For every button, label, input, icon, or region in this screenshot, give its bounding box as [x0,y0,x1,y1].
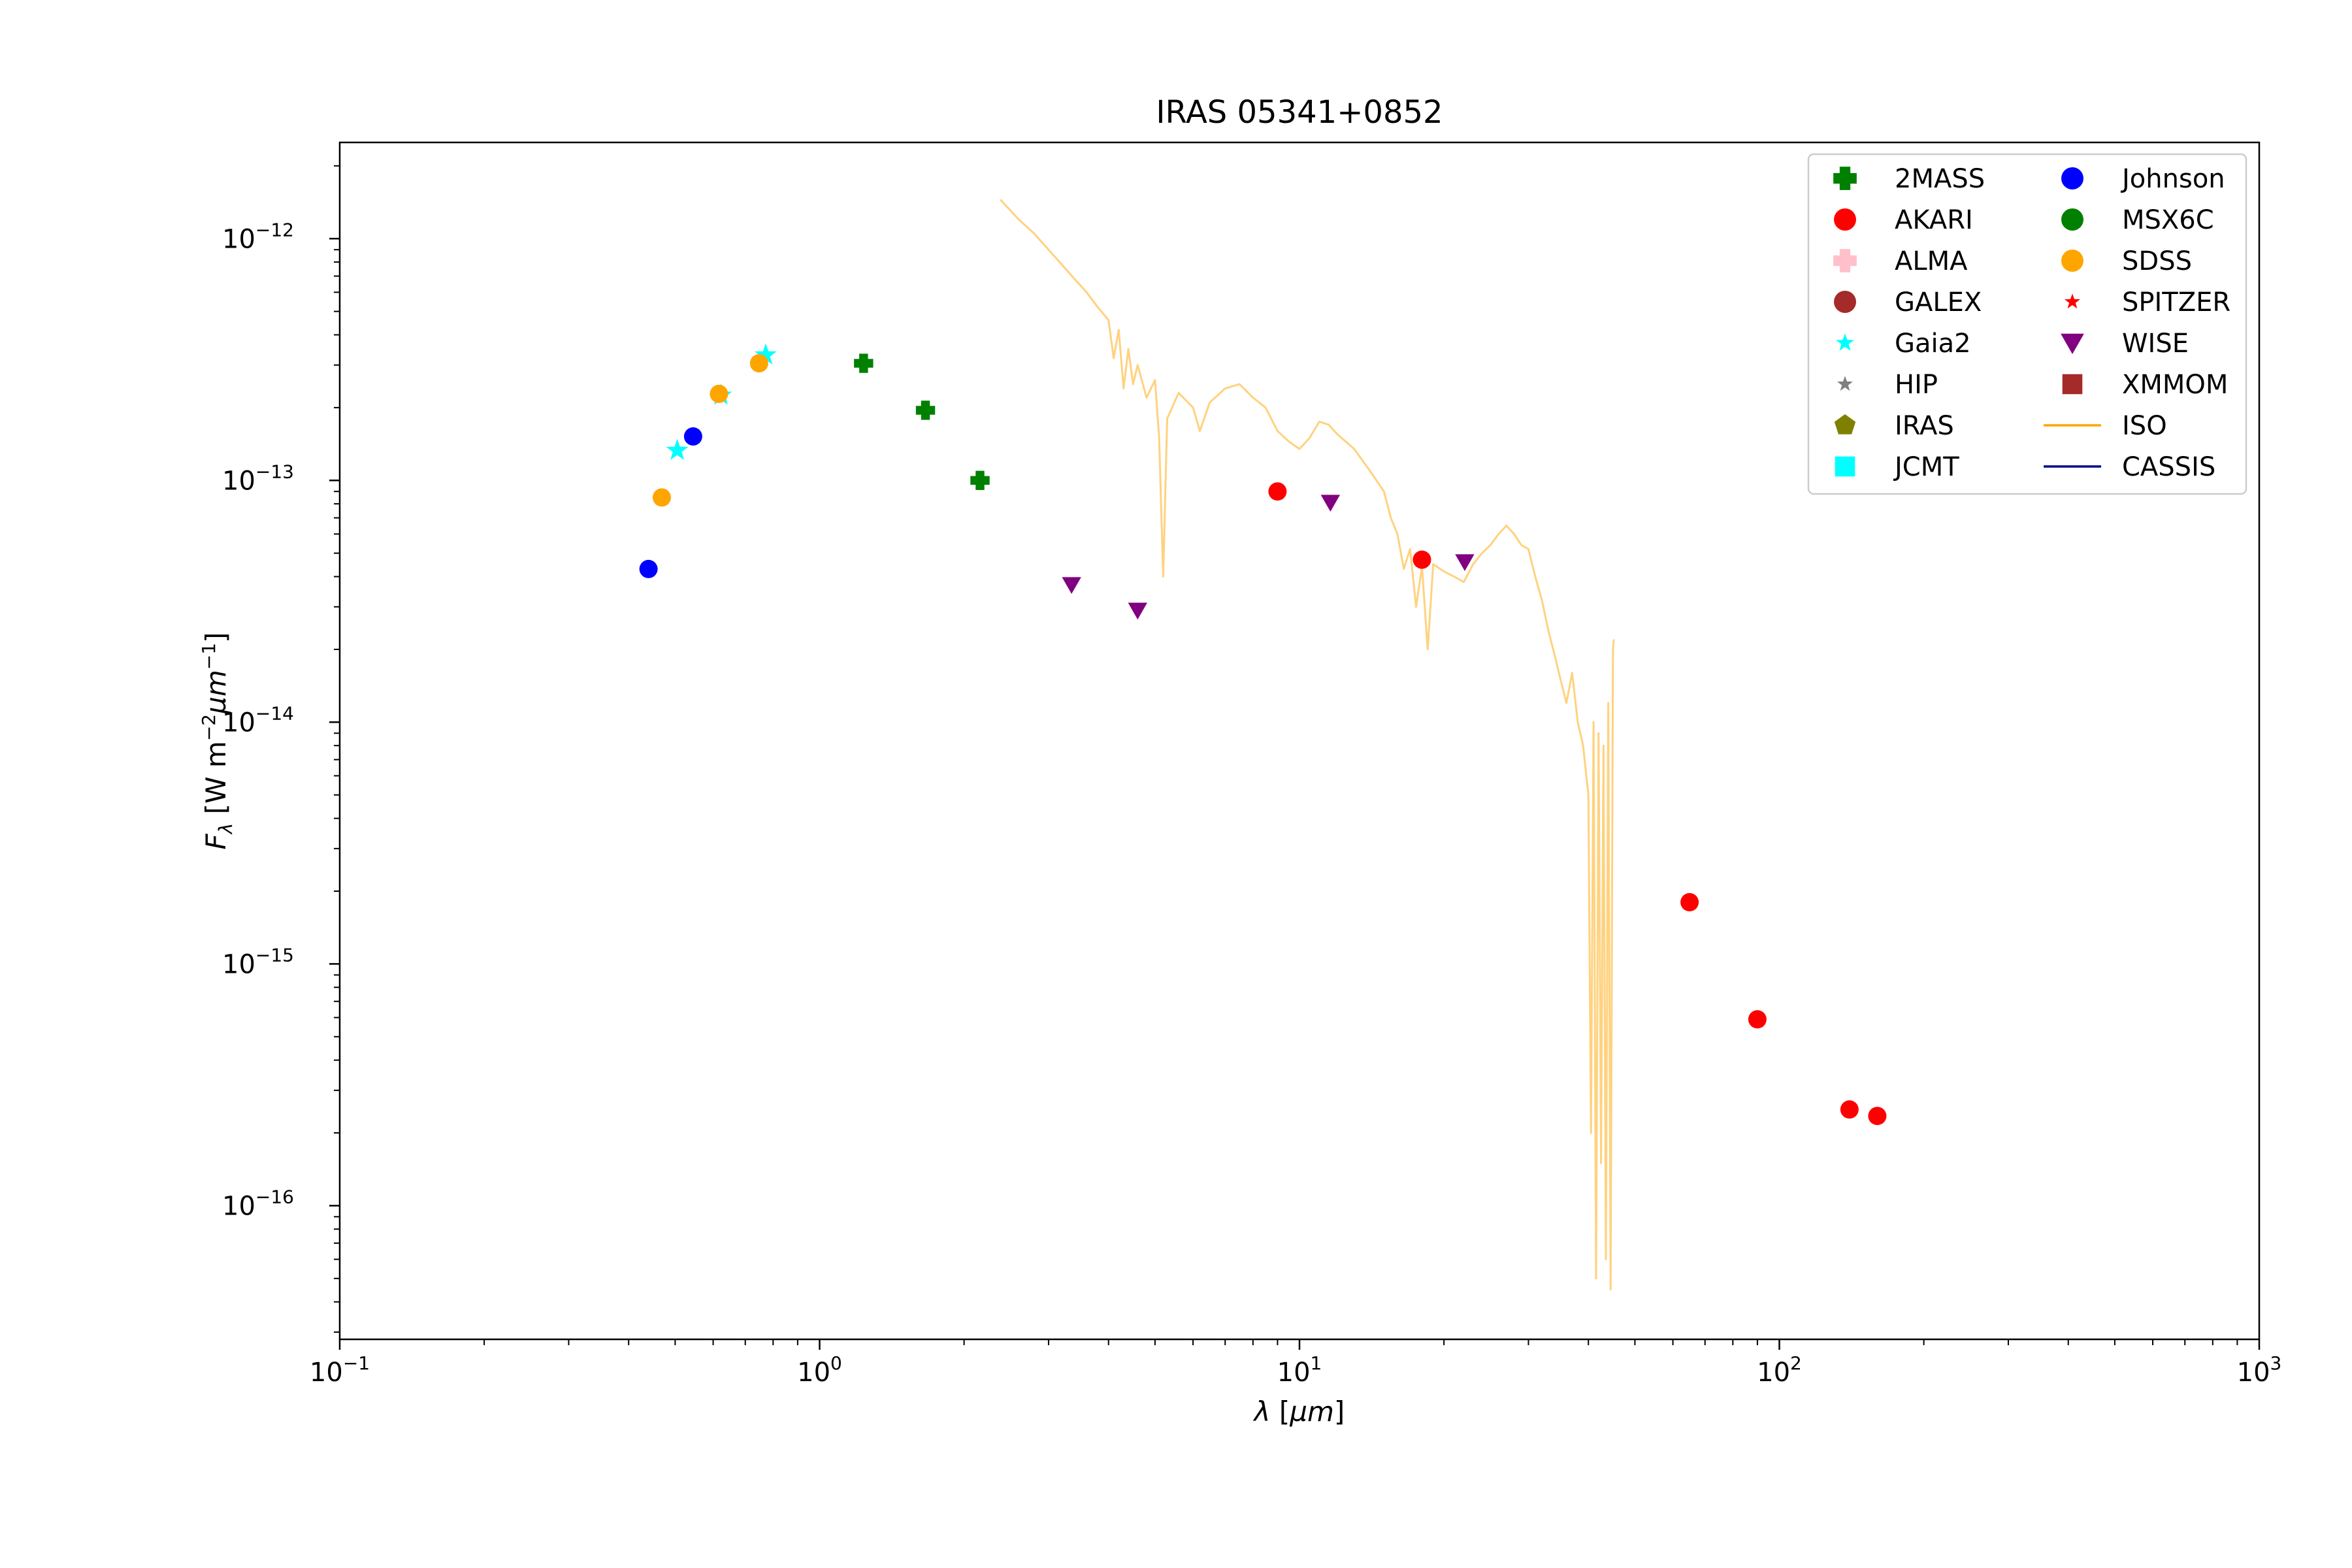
data-point-johnson [683,427,702,446]
legend-item-akari: AKARI [1834,205,1973,235]
series-sdss [652,354,768,507]
x-axis: 10−1 100 101 102 103 [310,1339,2281,1388]
legend-label-2mass: 2MASS [1895,164,1985,194]
data-point-akari [1868,1107,1887,1126]
legend-item-wise: WISE [2061,329,2189,359]
legend-marker-sdss [2061,250,2083,272]
y-axis: 10−12 10−13 10−14 10−15 10−16 [222,165,340,1333]
legend-label-sdss: SDSS [2122,246,2192,276]
legend-item-iso: ISO [2044,411,2167,441]
y-tick-label: 10−12 [222,219,294,254]
legend-item-cassis: CASSIS [2044,452,2215,482]
data-point-akari [1268,482,1287,501]
legend-box [1807,153,2247,495]
data-point-akari [1748,1010,1767,1029]
series-akari [1268,482,1887,1126]
legend-item-gaia2: Gaia2 [1836,329,1971,359]
legend-item-johnson: Johnson [2061,164,2225,194]
y-tick-label: 10−15 [222,944,294,979]
y-tick-label: 10−13 [222,461,294,496]
legend-label-galex: GALEX [1895,287,1982,318]
legend-label-xmmom: XMMOM [2122,370,2228,400]
legend-label-iras: IRAS [1895,411,1954,441]
legend-marker-iras [1834,414,1856,434]
x-tick-label: 103 [2237,1352,2282,1388]
legend-marker-alma [1833,249,1857,272]
series-wise [1062,495,1475,620]
data-point-akari [1680,892,1699,911]
legend-item-iras: IRAS [1834,411,1954,441]
legend-marker-wise [2061,333,2084,354]
x-tick-label: 100 [797,1352,842,1388]
legend-label-iso: ISO [2122,411,2167,441]
legend-marker-johnson [2061,167,2083,189]
legend-marker-galex [1834,291,1856,313]
legend-marker-akari [1834,208,1856,231]
data-point-johnson [639,559,658,578]
data-point-sdss [749,354,768,373]
legend-label-jcmt: JCMT [1893,452,1959,482]
x-tick-label: 10−1 [310,1352,370,1388]
y-tick-label: 10−16 [222,1186,294,1221]
y-tick-label: 10−14 [222,702,294,738]
data-point-2mass [970,470,990,490]
data-markers [639,343,1887,1126]
data-point-2mass [915,400,936,420]
legend-label-spitzer: SPITZER [2122,287,2230,318]
legend-label-msx6c: MSX6C [2122,205,2214,235]
iso-spectrum-line [999,199,1615,1291]
legend-label-wise: WISE [2122,329,2189,359]
legend-item-msx6c: MSX6C [2061,205,2214,235]
legend: 2MASS AKARI ALMA GALEX Gaia2 HIP IRAS JCMT Johns… [1807,153,2247,495]
legend-marker-spitzer [2065,293,2080,309]
iso-spectrum-layer [999,199,1615,1291]
data-point-wise [1455,554,1475,572]
data-point-sdss [710,384,728,403]
series-2mass [854,353,990,490]
legend-item-2mass: 2MASS [1833,164,1985,194]
y-axis-label: Fλ [W m−2μm−1] [198,632,237,850]
legend-label-alma: ALMA [1895,246,1968,276]
legend-item-alma: ALMA [1833,246,1968,276]
legend-label-johnson: Johnson [2120,164,2225,194]
legend-marker-jcmt [1835,456,1855,477]
legend-item-spitzer: SPITZER [2065,287,2230,318]
legend-marker-2mass [1833,167,1857,190]
legend-item-jcmt: JCMT [1835,452,1959,482]
legend-label-gaia2: Gaia2 [1895,329,1971,359]
series-johnson [639,427,702,578]
legend-marker-xmmom [2062,374,2083,395]
data-point-wise [1062,577,1081,595]
legend-label-cassis: CASSIS [2122,452,2215,482]
legend-marker-gaia2 [1836,333,1854,351]
legend-marker-msx6c [2061,208,2083,231]
data-point-gaia2 [666,438,689,460]
x-tick-label: 102 [1757,1352,1802,1388]
x-axis-label: λ [μm] [1253,1396,1345,1428]
legend-label-hip: HIP [1895,370,1938,400]
data-point-wise [1128,602,1147,620]
data-point-2mass [854,353,874,373]
data-point-wise [1320,495,1341,512]
legend-item-sdss: SDSS [2061,246,2192,276]
legend-item-xmmom: XMMOM [2062,370,2228,400]
x-tick-label: 101 [1277,1352,1322,1388]
legend-item-hip: HIP [1837,370,1938,400]
data-point-akari [1840,1100,1859,1119]
legend-label-akari: AKARI [1895,205,1973,235]
legend-item-galex: GALEX [1834,287,1982,318]
legend-marker-hip [1837,376,1853,391]
data-point-gaia2 [755,343,777,365]
chart-title: IRAS 05341+0852 [1156,94,1443,131]
data-point-akari [1413,550,1431,569]
data-point-sdss [652,488,671,507]
